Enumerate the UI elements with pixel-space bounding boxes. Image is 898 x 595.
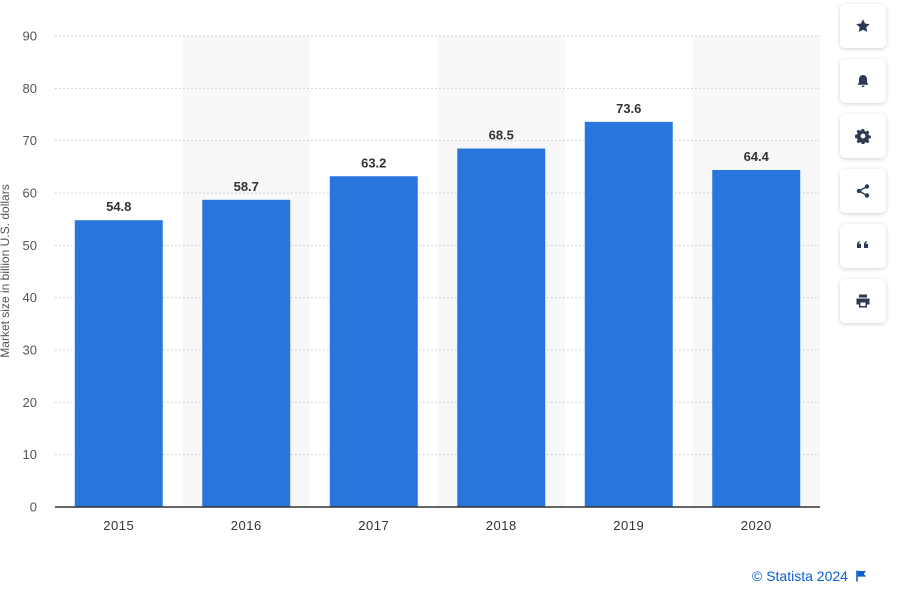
x-tick-2017: 2017: [358, 518, 389, 533]
data-label-2016: 58.7: [234, 179, 259, 194]
data-labels: 54.8 58.7 63.2 68.5 73.6 64.4: [106, 101, 770, 214]
data-label-2015: 54.8: [106, 199, 131, 214]
bar-2018[interactable]: [457, 148, 546, 507]
credit[interactable]: © Statista 2024: [752, 568, 867, 584]
bar-2017[interactable]: [329, 176, 418, 507]
gear-icon: [855, 129, 871, 144]
share-button[interactable]: [840, 169, 886, 213]
settings-button[interactable]: [840, 114, 886, 158]
x-tick-2020: 2020: [741, 518, 772, 533]
x-axis-ticks: 2015 2016 2017 2018 2019 2020: [103, 518, 771, 533]
y-tick-50: 50: [23, 238, 37, 253]
data-label-2019: 73.6: [616, 101, 641, 116]
y-tick-20: 20: [23, 395, 37, 410]
bar-2020[interactable]: [712, 169, 801, 507]
quote-icon: [857, 241, 868, 248]
notification-button[interactable]: [840, 59, 886, 103]
y-tick-10: 10: [23, 447, 37, 462]
share-icon: [856, 184, 870, 198]
data-label-2020: 64.4: [744, 149, 770, 164]
grid-lines: [55, 35, 820, 456]
y-tick-0: 0: [30, 500, 37, 515]
favorite-button[interactable]: [840, 4, 886, 48]
x-tick-2019: 2019: [613, 518, 644, 533]
flag-icon[interactable]: [856, 570, 867, 582]
data-label-2018: 68.5: [489, 128, 514, 143]
y-tick-90: 90: [23, 29, 37, 44]
credit-text[interactable]: © Statista 2024: [752, 568, 848, 584]
print-button[interactable]: [840, 279, 886, 323]
bars: [74, 121, 801, 508]
y-tick-70: 70: [23, 133, 37, 148]
chart-toolbar: [840, 4, 886, 334]
x-tick-2015: 2015: [103, 518, 134, 533]
data-label-2017: 63.2: [361, 155, 386, 170]
cite-button[interactable]: [840, 224, 886, 268]
y-axis-label: Market size in billion U.S. dollars: [0, 184, 12, 357]
y-tick-60: 60: [23, 186, 37, 201]
y-tick-80: 80: [23, 81, 37, 96]
bar-2015[interactable]: [74, 220, 163, 508]
bar-2019[interactable]: [584, 121, 673, 508]
y-axis-ticks: 0 10 20 30 40 50 60 70 80 90: [23, 29, 37, 515]
bar-chart: 0 10 20 30 40 50 60 70 80 90 54.8 58.7 63.2 68.5 73.6…: [0, 29, 820, 533]
x-tick-2016: 2016: [231, 518, 262, 533]
y-tick-30: 30: [23, 343, 37, 358]
bell-icon: [857, 75, 869, 88]
y-tick-40: 40: [23, 290, 37, 305]
bar-2016[interactable]: [202, 199, 291, 507]
x-tick-2018: 2018: [486, 518, 517, 533]
star-icon: [856, 19, 870, 32]
print-icon: [856, 294, 870, 308]
